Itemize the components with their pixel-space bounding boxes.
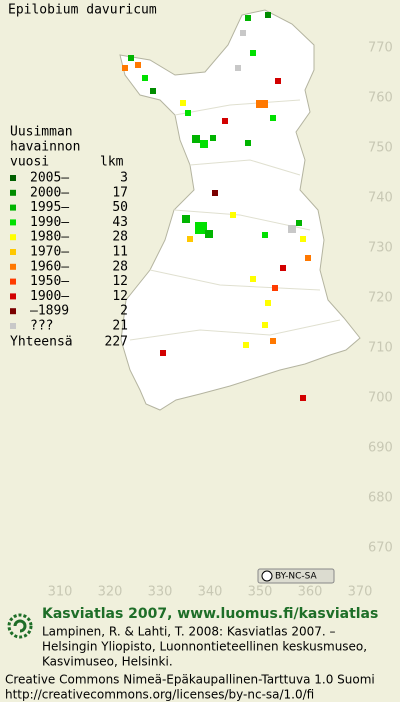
legend-count-heading: lkm — [100, 155, 124, 170]
legend-swatch — [10, 234, 16, 241]
badge-text: BY-NC-SA — [275, 572, 318, 582]
legend-swatch — [10, 219, 16, 226]
badge-box — [257, 568, 335, 584]
legend-label: 2005– — [30, 171, 69, 186]
legend-heading: vuosi — [10, 155, 49, 170]
northing-label: 700 — [368, 391, 393, 406]
legend-swatch — [10, 175, 16, 181]
legend-label: 1995– — [30, 200, 69, 215]
legend-count: 21 — [112, 319, 128, 334]
easting-label: 340 — [198, 585, 223, 600]
legend-count: 28 — [112, 259, 128, 274]
finland-outline — [119, 9, 361, 411]
easting-label: 350 — [248, 585, 273, 600]
easting-label: 310 — [48, 585, 73, 600]
license-badge: BY-NC-SA — [257, 568, 335, 584]
legend-label: –1899 — [30, 304, 69, 319]
legend-swatch — [10, 323, 16, 329]
northing-label: 730 — [368, 241, 393, 256]
legend-label: ??? — [30, 319, 53, 334]
cc-icon — [261, 570, 273, 582]
easting-label: 320 — [98, 585, 123, 600]
citation-line: Kasvimuseo, Helsinki. — [42, 655, 173, 669]
legend-total: 227 — [105, 335, 128, 350]
northing-label: 670 — [368, 541, 393, 556]
site-line: Kasviatlas 2007, www.luomus.fi/kasviatla… — [42, 606, 378, 622]
northing-label: 750 — [368, 141, 393, 156]
legend-label: 2000– — [30, 185, 69, 200]
legend-count: 17 — [112, 185, 128, 200]
legend-swatch — [10, 189, 16, 196]
legend-swatch — [10, 204, 16, 211]
northing-label: 710 — [368, 341, 393, 356]
license-line: Creative Commons Nimeä-Epäkaupallinen-Ta… — [5, 673, 375, 687]
legend-swatch — [10, 249, 16, 255]
legend-total-label: Yhteensä — [10, 335, 73, 350]
legend-label: 1900– — [30, 289, 69, 304]
legend-heading: Uusimman — [10, 125, 73, 140]
legend-count: 12 — [112, 274, 128, 289]
legend-count: 50 — [112, 200, 128, 215]
legend-count: 11 — [112, 245, 128, 260]
grid-labels: 770 760 750 740 730 720 710 700 690 680 670 310 320 3… — [48, 41, 393, 600]
citation-line: Lampinen, R. & Lahti, T. 2008: Kasviatla… — [42, 625, 336, 639]
legend-label: 1970– — [30, 245, 69, 260]
northing-label: 740 — [368, 191, 393, 206]
northing-label: 690 — [368, 441, 393, 456]
logo — [7, 613, 33, 639]
legend-label: 1980– — [30, 230, 69, 245]
legend-count: 2 — [120, 304, 128, 319]
northing-label: 770 — [368, 41, 393, 56]
northing-label: 760 — [368, 91, 393, 106]
legend-label: 1950– — [30, 274, 69, 289]
legend-count: 28 — [112, 230, 128, 245]
northing-label: 680 — [368, 491, 393, 506]
legend-count: 12 — [112, 289, 128, 304]
easting-label: 330 — [148, 585, 173, 600]
legend-swatch — [10, 308, 16, 315]
province-borders — [129, 99, 341, 341]
map-title: Epilobium davuricum — [8, 3, 157, 18]
easting-label: 370 — [348, 585, 373, 600]
easting-label: 360 — [298, 585, 323, 600]
license-line: http://creativecommons.org/licenses/by-n… — [5, 688, 314, 702]
legend-heading: havainnon — [10, 140, 80, 155]
observation-squares — [122, 12, 311, 401]
citation-line: Helsingin Yliopisto, Luonnontieteellinen… — [42, 640, 367, 654]
legend-count: 3 — [120, 171, 128, 186]
northing-label: 720 — [368, 291, 393, 306]
legend-swatch — [10, 278, 16, 285]
legend-label: 1990– — [30, 215, 69, 230]
legend-label: 1960– — [30, 259, 69, 274]
legend-count: 43 — [112, 215, 128, 230]
legend-swatch — [10, 263, 16, 270]
legend-swatch — [10, 293, 16, 300]
